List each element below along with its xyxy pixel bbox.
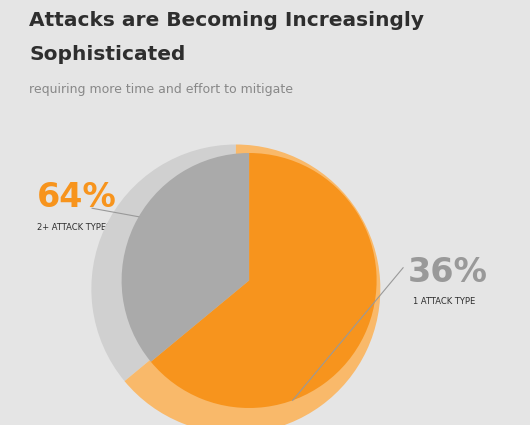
Text: Sophisticated: Sophisticated — [29, 45, 186, 64]
Text: 64%: 64% — [37, 181, 117, 214]
Text: Attacks are Becoming Increasingly: Attacks are Becoming Increasingly — [29, 11, 424, 30]
Text: 2+ ATTACK TYPES: 2+ ATTACK TYPES — [37, 223, 111, 232]
Text: 1 ATTACK TYPE: 1 ATTACK TYPE — [413, 297, 475, 306]
Wedge shape — [125, 144, 381, 425]
Wedge shape — [121, 153, 249, 362]
Wedge shape — [151, 153, 377, 408]
Text: 36%: 36% — [408, 255, 488, 289]
Text: requiring more time and effort to mitigate: requiring more time and effort to mitiga… — [29, 83, 293, 96]
Wedge shape — [91, 144, 236, 381]
